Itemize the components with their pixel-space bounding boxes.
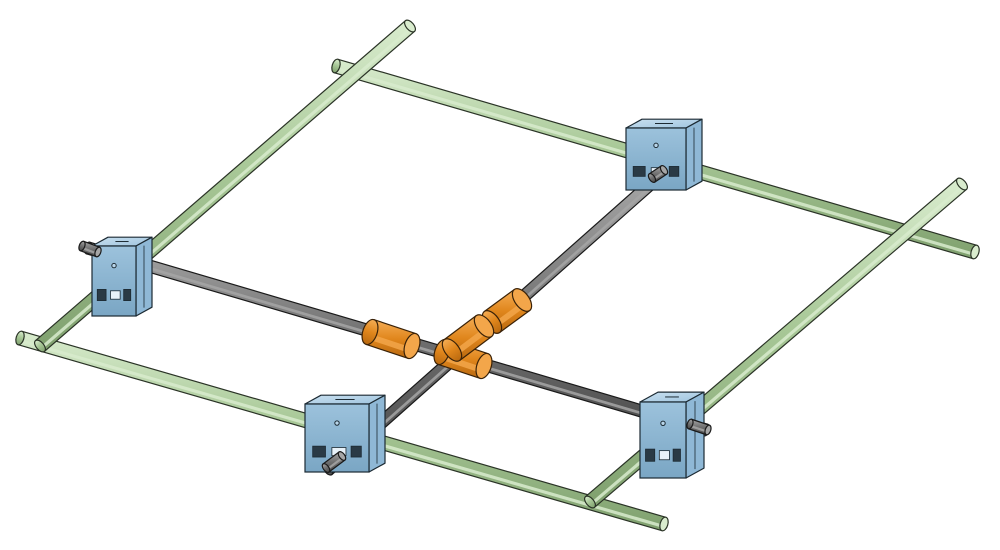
carriage-block-front: [304, 394, 386, 473]
carriage-block-left: [91, 236, 153, 317]
bushing-y-lower: [441, 314, 495, 362]
shaft-stub-front: [321, 451, 347, 473]
carriage-block-back: [625, 118, 703, 191]
guide-rod-left: [33, 19, 417, 353]
bushing-y-upper: [481, 288, 533, 334]
carriage-block-right: [639, 391, 705, 479]
bushing-x-left: [361, 318, 421, 360]
shaft-stub-left: [78, 240, 102, 258]
carriage-blocks: [78, 118, 712, 479]
shaft-stub-back: [647, 164, 669, 184]
center-bushings: [361, 288, 533, 380]
shaft-stub-right: [686, 418, 712, 436]
